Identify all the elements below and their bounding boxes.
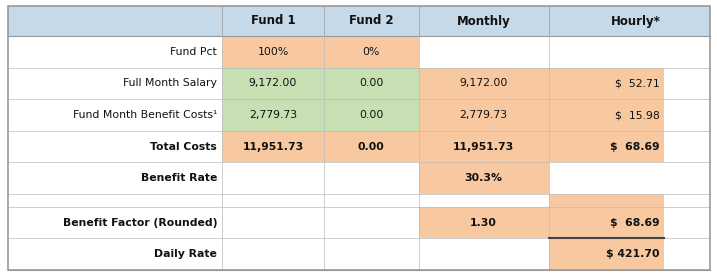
Bar bbox=[324, 238, 419, 270]
Bar bbox=[549, 207, 665, 238]
Bar bbox=[324, 131, 419, 163]
Bar bbox=[324, 207, 419, 238]
Bar bbox=[549, 163, 665, 194]
Bar bbox=[419, 194, 549, 207]
Bar bbox=[8, 99, 222, 131]
Text: 11,951.73: 11,951.73 bbox=[242, 142, 303, 152]
Text: Hourly*: Hourly* bbox=[610, 15, 660, 28]
Bar bbox=[324, 194, 419, 207]
Text: Fund 2: Fund 2 bbox=[349, 15, 394, 28]
Bar bbox=[222, 194, 324, 207]
Bar bbox=[222, 68, 324, 99]
Bar bbox=[549, 131, 665, 163]
Text: $  68.69: $ 68.69 bbox=[609, 217, 660, 228]
Bar bbox=[549, 194, 665, 207]
Text: Benefit Factor (Rounded): Benefit Factor (Rounded) bbox=[62, 217, 217, 228]
Bar bbox=[549, 99, 665, 131]
Text: 2,779.73: 2,779.73 bbox=[249, 110, 297, 120]
Text: Full Month Salary: Full Month Salary bbox=[123, 78, 217, 88]
Text: Daily Rate: Daily Rate bbox=[154, 249, 217, 259]
Text: 11,951.73: 11,951.73 bbox=[453, 142, 514, 152]
Bar bbox=[419, 131, 549, 163]
Bar bbox=[8, 68, 222, 99]
Text: Benefit Rate: Benefit Rate bbox=[141, 173, 217, 183]
Bar bbox=[324, 163, 419, 194]
Bar bbox=[8, 131, 222, 163]
Text: 1.30: 1.30 bbox=[470, 217, 497, 228]
Text: 30.3%: 30.3% bbox=[465, 173, 503, 183]
Bar bbox=[222, 163, 324, 194]
Bar bbox=[8, 36, 222, 68]
Bar bbox=[549, 238, 665, 270]
Bar bbox=[8, 6, 710, 36]
Text: $  52.71: $ 52.71 bbox=[614, 78, 660, 88]
Bar bbox=[222, 207, 324, 238]
Text: 0.00: 0.00 bbox=[359, 78, 384, 88]
Text: Total Costs: Total Costs bbox=[151, 142, 217, 152]
Bar bbox=[222, 99, 324, 131]
Text: $  15.98: $ 15.98 bbox=[614, 110, 660, 120]
Text: Fund Pct: Fund Pct bbox=[171, 47, 217, 57]
Text: Fund 1: Fund 1 bbox=[251, 15, 295, 28]
Bar bbox=[419, 68, 549, 99]
Bar bbox=[222, 131, 324, 163]
Bar bbox=[324, 99, 419, 131]
Bar bbox=[8, 238, 222, 270]
Text: 0.00: 0.00 bbox=[358, 142, 384, 152]
Bar bbox=[324, 36, 419, 68]
Bar bbox=[419, 238, 549, 270]
Bar bbox=[8, 194, 222, 207]
Text: 0.00: 0.00 bbox=[359, 110, 384, 120]
Text: 100%: 100% bbox=[257, 47, 289, 57]
Text: 9,172.00: 9,172.00 bbox=[460, 78, 508, 88]
Bar bbox=[419, 36, 549, 68]
Text: 0%: 0% bbox=[363, 47, 380, 57]
Text: $  68.69: $ 68.69 bbox=[609, 142, 660, 152]
Bar bbox=[419, 207, 549, 238]
Text: Monthly: Monthly bbox=[457, 15, 511, 28]
Bar bbox=[222, 36, 324, 68]
Bar bbox=[222, 238, 324, 270]
Bar bbox=[419, 99, 549, 131]
Text: Fund Month Benefit Costs¹: Fund Month Benefit Costs¹ bbox=[73, 110, 217, 120]
Bar bbox=[8, 163, 222, 194]
Text: $ 421.70: $ 421.70 bbox=[606, 249, 660, 259]
Bar bbox=[549, 68, 665, 99]
Text: 2,779.73: 2,779.73 bbox=[460, 110, 508, 120]
Bar bbox=[549, 36, 665, 68]
Bar bbox=[324, 68, 419, 99]
Bar bbox=[8, 207, 222, 238]
Bar bbox=[419, 163, 549, 194]
Text: 9,172.00: 9,172.00 bbox=[249, 78, 297, 88]
